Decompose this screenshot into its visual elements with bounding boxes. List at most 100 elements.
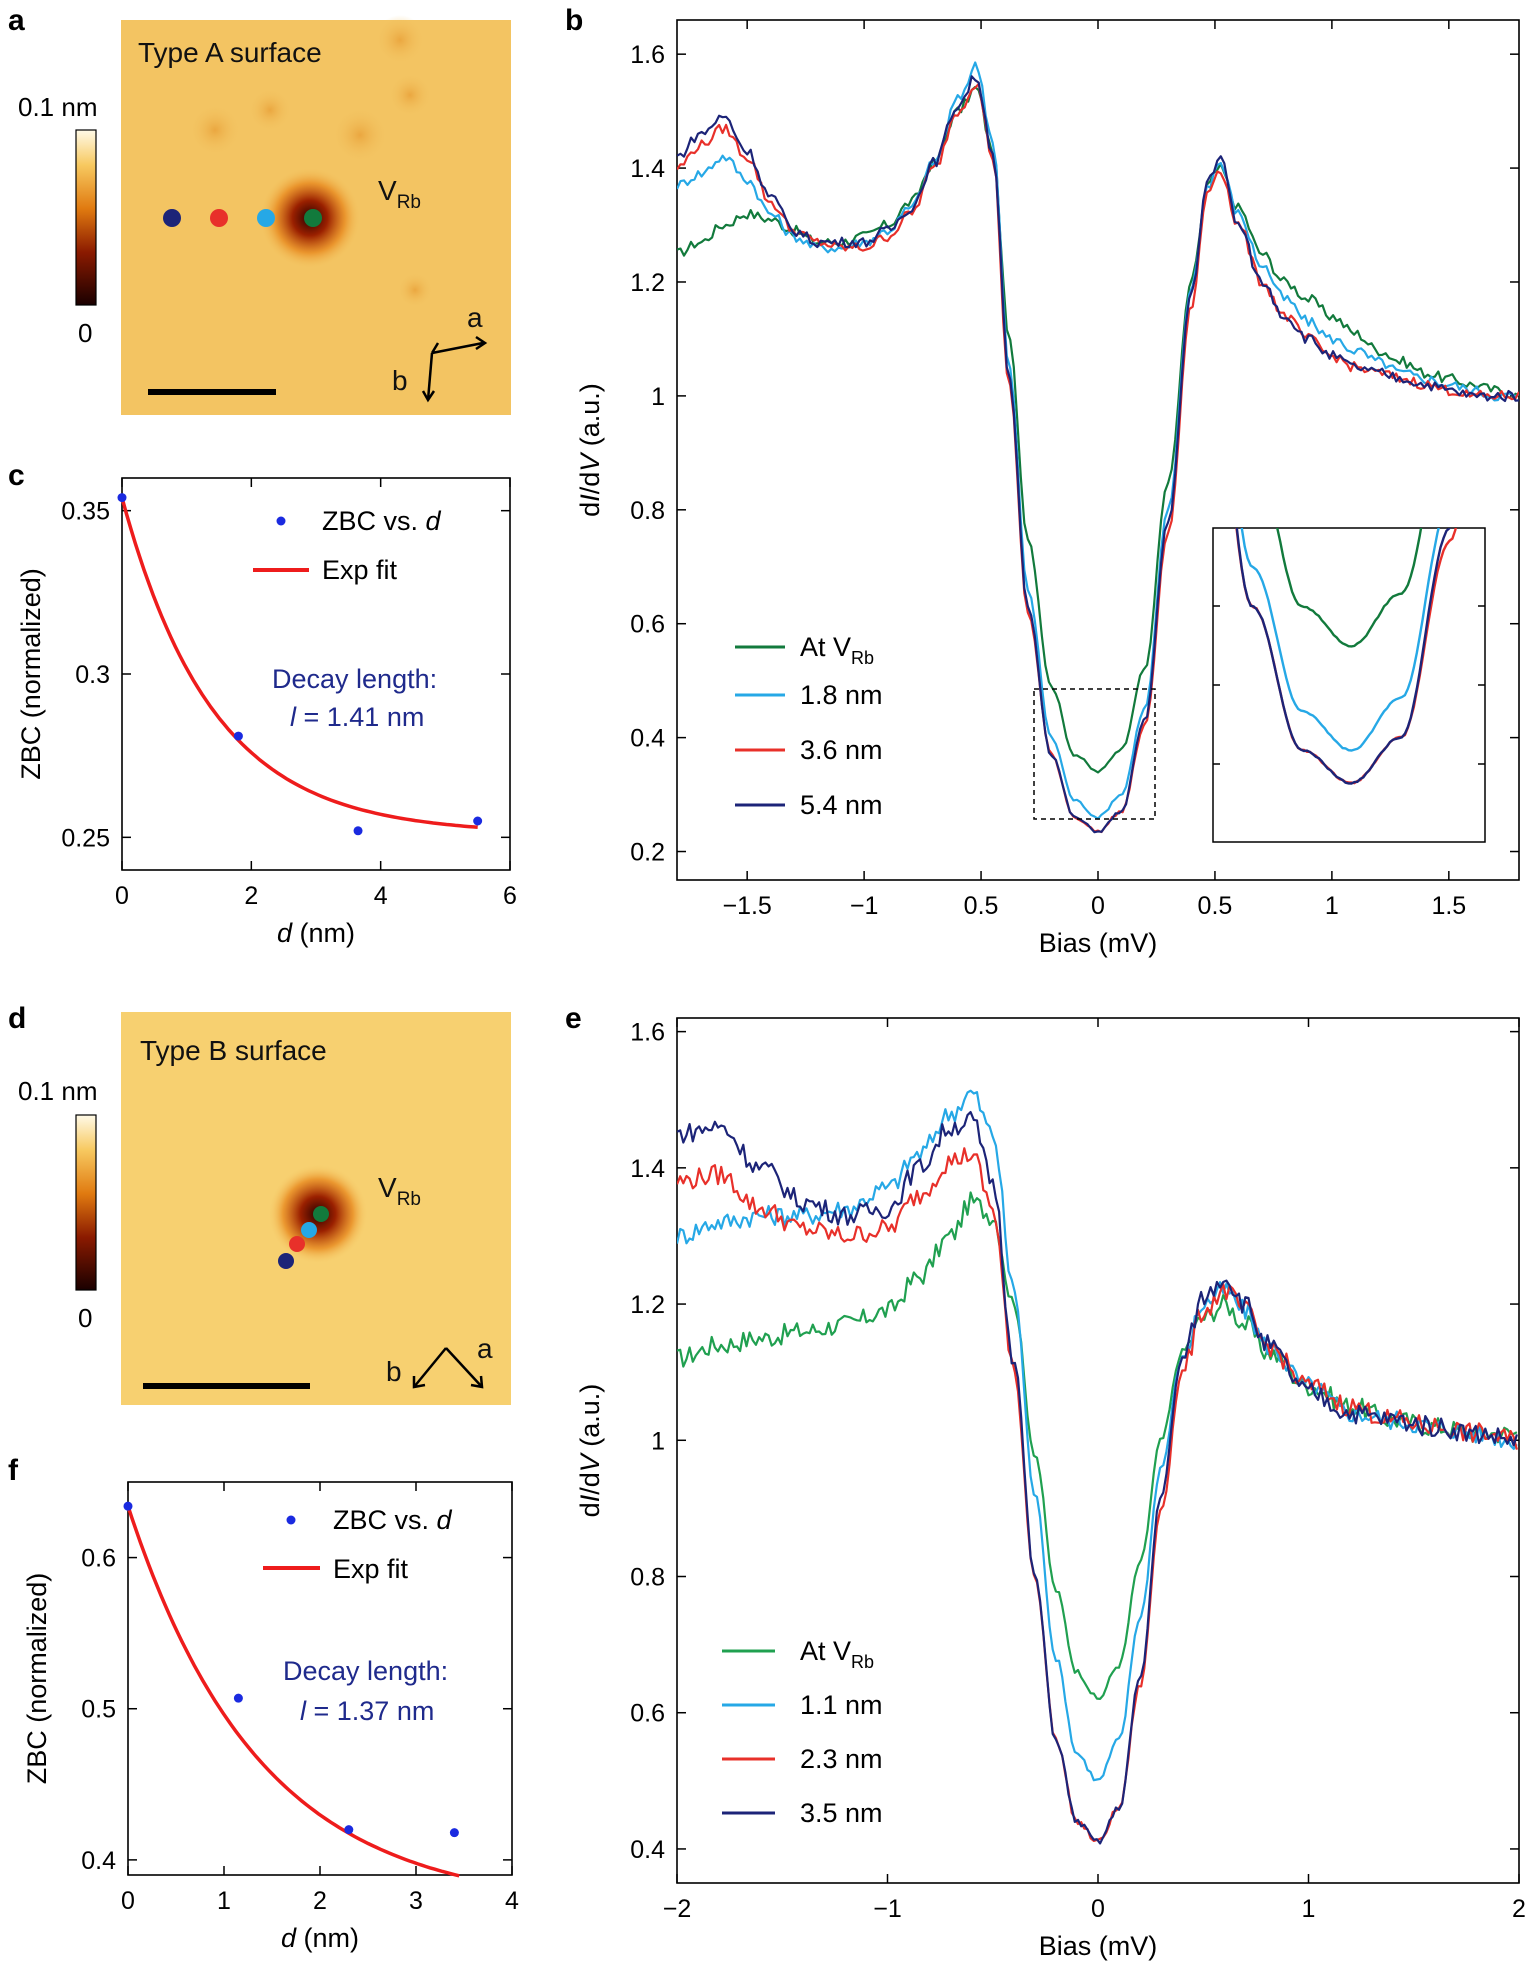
panel-label-b: b	[565, 4, 583, 37]
legend-item-b-1: 1.8 nm	[800, 680, 883, 710]
y-tick-label: 1.6	[630, 41, 665, 69]
fit-c	[120, 497, 478, 830]
panel-e: e −2 −1 0 1 2 0.4 0.6 0.8 1 1.2 1.4 1.6 Bias (mV) dI/…	[565, 1002, 1526, 1961]
panel-b: b −1.5 −1 0.5 0 0.5 1 1.5 0.2 0.4 0.6 0.8 1 1.2 1.4 1.…	[565, 4, 1520, 958]
image-title-a: Type A surface	[138, 37, 322, 68]
panel-label-e: e	[565, 1002, 582, 1035]
panel-f: f 0 1 2 3 4 0.4 0.5 0.6 d (nm) ZBC (normalized) Z…	[8, 1454, 519, 1953]
legend-f: ZBC vs. d Exp fit	[263, 1505, 453, 1584]
y-tick-label: 1.6	[630, 1019, 665, 1047]
y-tick-label: 0.25	[61, 824, 110, 852]
surface-feature	[388, 73, 432, 117]
colorbar-min-a: 0	[78, 318, 92, 348]
x-tick-label: 1.5	[1431, 892, 1466, 920]
x-tick-label: 1	[217, 1887, 231, 1915]
axis-b-label: b	[386, 1356, 402, 1387]
x-tick-label: 4	[505, 1887, 519, 1915]
zoom-region-box	[1033, 688, 1156, 820]
legend-points-f: ZBC vs. d	[333, 1505, 453, 1535]
data-point	[233, 1693, 243, 1703]
data-point	[123, 1501, 133, 1511]
surface-feature	[248, 88, 292, 132]
y-tick-label: 0.4	[630, 1836, 665, 1864]
x-tick-label: 0	[1091, 1895, 1105, 1923]
image-title-d: Type B surface	[140, 1035, 327, 1066]
arrow-a-icon	[470, 1375, 484, 1389]
lattice-axes-d	[412, 1347, 484, 1389]
axis-a-label: a	[467, 302, 483, 333]
x-axis-label: d (nm)	[281, 1923, 359, 1953]
panel-label-c: c	[8, 459, 25, 492]
panel-d: d Type B surface VRb a b 0.1 nm 0	[8, 1002, 511, 1405]
arrow-b-icon	[412, 1376, 426, 1389]
legend-c: ZBC vs. d Exp fit	[253, 506, 442, 585]
legend-item-e-0: At VRb	[800, 1636, 874, 1672]
x-tick-label: 0.5	[1198, 892, 1233, 920]
axis-a-label: a	[477, 1333, 493, 1364]
fit-f	[126, 1505, 460, 1878]
x-tick-label: −1	[850, 892, 879, 920]
surface-feature	[397, 272, 433, 308]
x-tick-label: 2	[244, 882, 258, 910]
axes-f: 0 1 2 3 4 0.4 0.5 0.6 d (nm) ZBC (normalized)	[22, 1481, 519, 1953]
y-tick-label: 1.2	[630, 1291, 665, 1319]
y-tick-label: 1	[651, 1427, 665, 1455]
series-line	[677, 1111, 1518, 1845]
panel-a: a Type A surface VRb a b 0.1 nm 0	[8, 4, 511, 415]
series-line	[677, 75, 1519, 834]
lattice-axes-a	[421, 335, 488, 403]
series-line	[677, 1147, 1518, 1842]
decay-value-c: l = 1.41 nm	[290, 702, 424, 732]
x-tick-label: −2	[663, 1895, 692, 1923]
surface-feature	[375, 15, 425, 65]
panel-c: c 0 2 4 60.250.30.35d (nm)ZBC (normalized) …	[8, 459, 517, 948]
y-tick-label: 1.2	[630, 269, 665, 297]
y-axis-label: dI/dV (a.u.)	[575, 383, 605, 517]
series-line	[677, 85, 1519, 774]
panel-label-a: a	[8, 4, 25, 37]
x-tick-label: −1.5	[722, 892, 771, 920]
axes-e: −2 −1 0 1 2 0.4 0.6 0.8 1 1.2 1.4 1.6 Bias (mV) dI/dV…	[575, 1017, 1526, 1961]
series-b	[677, 61, 1519, 834]
series-line	[677, 1191, 1518, 1700]
y-tick-label: 0.8	[630, 1564, 665, 1592]
legend-item-b-3: 5.4 nm	[800, 790, 883, 820]
legend-points-c: ZBC vs. d	[322, 506, 442, 536]
y-tick-label: 0.6	[630, 611, 665, 639]
series-e	[677, 1089, 1518, 1845]
legend-fit-f: Exp fit	[333, 1554, 409, 1584]
inset-series-line	[1240, 528, 1440, 752]
x-tick-label: 0	[121, 1887, 135, 1915]
panel-label-f: f	[8, 1454, 19, 1487]
surface-feature	[332, 107, 388, 163]
tip-position-dot	[257, 209, 275, 227]
tip-position-dot	[163, 209, 181, 227]
x-axis-label: Bias (mV)	[1039, 1931, 1158, 1961]
inset-ticks	[1213, 605, 1485, 765]
y-axis-label: ZBC (normalized)	[16, 568, 46, 780]
axes-c: 0 2 4 6 0.25 0.3 0.35 d (nm) ZBC (normalized)	[16, 477, 517, 948]
data-point	[117, 493, 127, 503]
inset-frame	[1212, 527, 1486, 843]
x-tick-label: 1	[1302, 1895, 1316, 1923]
y-axis-label: ZBC (normalized)	[22, 1573, 52, 1785]
exp-fit-curve	[120, 497, 478, 830]
x-tick-label: −1	[873, 1895, 902, 1923]
colorbar-d	[75, 1114, 97, 1291]
panel-label-d: d	[8, 1002, 26, 1035]
data-point	[233, 731, 243, 741]
y-tick-label: 0.6	[81, 1545, 116, 1573]
tip-position-dot	[304, 209, 322, 227]
y-tick-label: 0.35	[61, 498, 110, 526]
series-line	[677, 1089, 1518, 1782]
legend-item-e-1: 1.1 nm	[800, 1690, 883, 1720]
points-f	[123, 1501, 459, 1838]
legend-fit-c: Exp fit	[322, 555, 398, 585]
x-tick-label: 3	[409, 1887, 423, 1915]
y-tick-label: 1.4	[630, 155, 665, 183]
y-tick-label: 0.4	[81, 1847, 116, 1875]
colorbar-max-a: 0.1 nm	[18, 92, 98, 122]
data-point	[473, 816, 483, 826]
decay-annotation-f: Decay length:	[283, 1656, 448, 1686]
data-point	[449, 1828, 459, 1838]
